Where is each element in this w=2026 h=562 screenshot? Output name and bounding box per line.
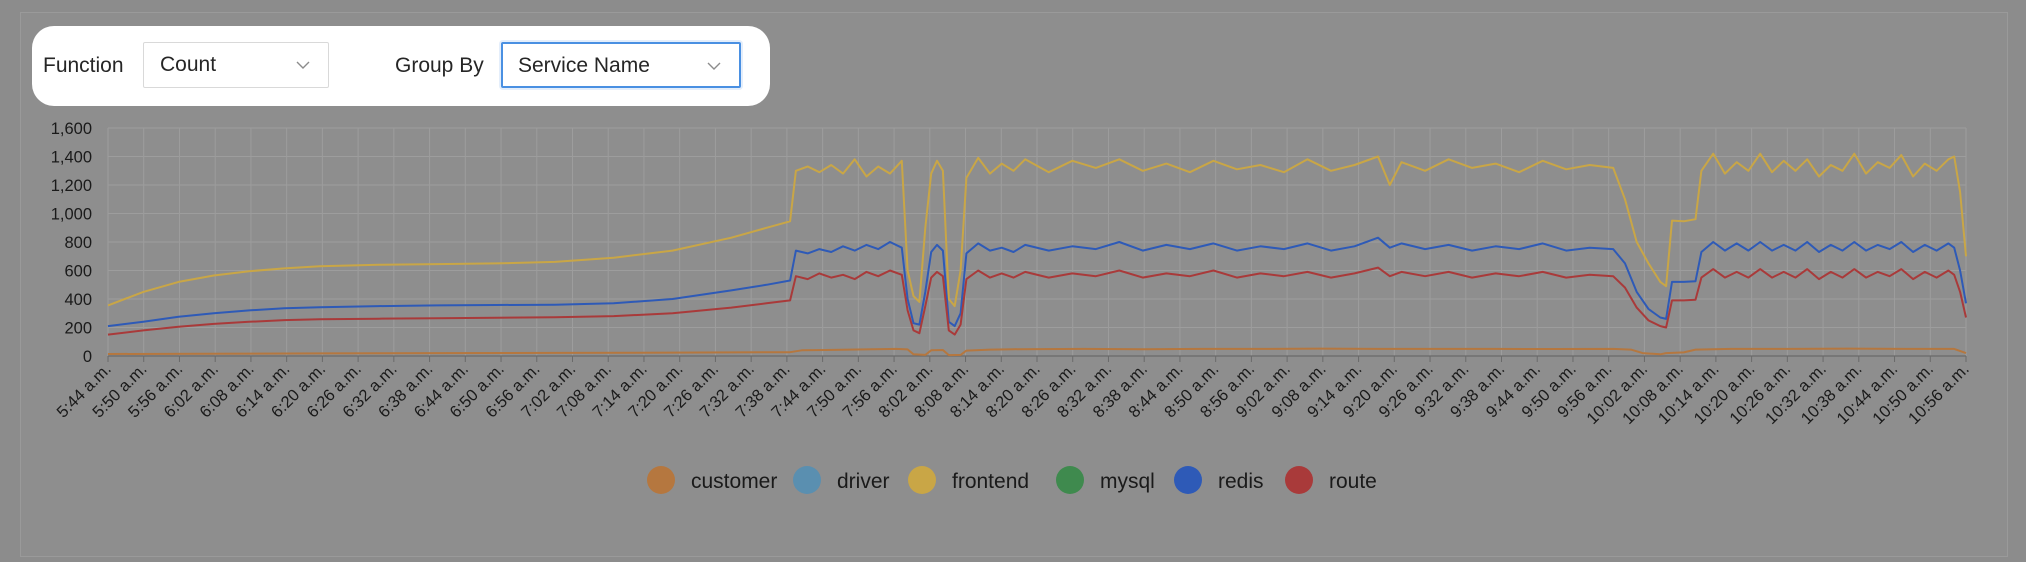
group-by-select[interactable]: Service Name: [501, 42, 741, 88]
chart-legend: customer driver frontend mysql redis route: [647, 466, 1377, 494]
function-label: Function: [43, 54, 124, 77]
y-tick-label: 1,400: [51, 149, 92, 167]
legend-label-driver: driver: [837, 470, 890, 493]
series-line-route: [107, 266, 1967, 336]
series-line-frontend: [107, 152, 1967, 308]
y-tick-label: 1,000: [51, 206, 92, 224]
chart-grid: [107, 127, 1967, 357]
chevron-down-icon: [296, 61, 310, 69]
legend-swatch-redis: [1174, 466, 1202, 494]
series-line-customer: [107, 347, 1967, 357]
y-tick-label: 600: [64, 263, 92, 281]
legend-swatch-driver: [793, 466, 821, 494]
legend-label-redis: redis: [1218, 470, 1264, 493]
series-lines: [107, 152, 1967, 357]
y-tick-label: 800: [64, 234, 92, 252]
legend-label-route: route: [1329, 470, 1377, 493]
legend-swatch-mysql: [1056, 466, 1084, 494]
y-tick-label: 1,200: [51, 177, 92, 195]
y-tick-label: 0: [83, 348, 92, 366]
legend-label-frontend: frontend: [952, 470, 1029, 493]
x-axis-ticks: 5:44 a.m.5:50 a.m.5:56 a.m.6:02 a.m.6:08…: [53, 356, 1973, 428]
legend-swatch-customer: [647, 466, 675, 494]
function-select-value: Count: [160, 53, 217, 76]
function-select[interactable]: Count: [143, 42, 329, 88]
group-by-label: Group By: [395, 54, 484, 77]
y-tick-label: 200: [64, 320, 92, 338]
legend-swatch-route: [1285, 466, 1313, 494]
group-by-select-value: Service Name: [518, 54, 650, 77]
series-line-redis: [107, 236, 1967, 328]
y-tick-label: 400: [64, 291, 92, 309]
y-axis-ticks: 0 200 400 600 800 1,000 1,200 1,400 1,600: [51, 120, 92, 366]
chevron-down-icon: [707, 62, 721, 70]
query-controls: Function Count Group By Service Name: [32, 26, 770, 106]
legend-swatch-frontend: [908, 466, 936, 494]
y-tick-label: 1,600: [51, 120, 92, 138]
legend-label-customer: customer: [691, 470, 777, 493]
legend-label-mysql: mysql: [1100, 470, 1155, 493]
